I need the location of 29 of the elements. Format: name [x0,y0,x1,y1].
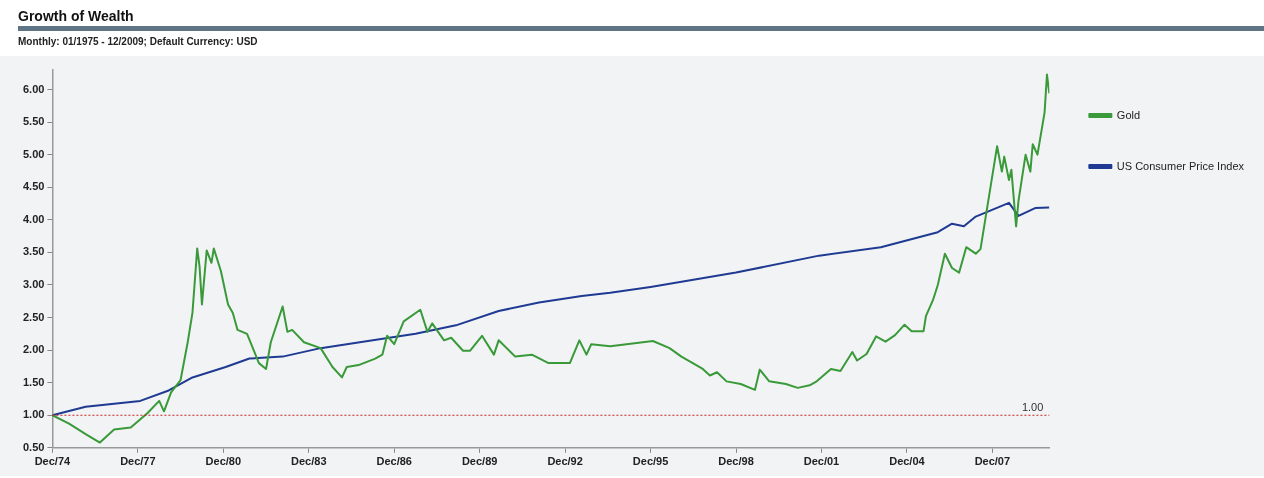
x-tick-label: Dec/86 [376,455,412,468]
x-tick-label: Dec/95 [632,455,669,468]
legend-label: US Consumer Price Index [1116,159,1245,172]
legend-label: Gold [1116,108,1141,121]
chart-title: Growth of Wealth [18,8,1264,31]
y-tick-label: 1.50 [22,375,45,388]
y-tick-label: 6.00 [22,82,45,95]
x-tick-label: Dec/74 [34,455,72,468]
y-tick-label: 5.00 [22,147,45,160]
x-tick-label: Dec/98 [718,455,754,468]
y-tick-label: 4.00 [22,212,45,225]
chart-subtitle: Monthly: 01/1975 - 12/2009; Default Currency: USD [18,36,258,47]
x-tick-label: Dec/01 [803,455,840,468]
x-tick-label: Dec/77 [120,455,156,468]
y-tick-label: 2.50 [22,310,45,323]
x-tick-label: Dec/04 [889,455,926,468]
y-tick-label: 0.50 [22,440,45,453]
y-tick-label: 3.50 [22,245,45,258]
x-tick-label: Dec/07 [974,455,1011,468]
x-tick-label: Dec/80 [205,455,242,468]
ref-line-label: 1.00 [1021,400,1044,413]
y-tick-label: 2.00 [22,343,45,356]
x-tick-label: Dec/83 [291,455,327,468]
x-tick-label: Dec/89 [461,455,498,468]
y-tick-label: 5.50 [22,115,45,128]
y-tick-label: 4.50 [22,180,45,193]
x-tick-label: Dec/92 [547,455,583,468]
y-tick-label: 3.00 [22,277,45,290]
y-tick-label: 1.00 [22,408,45,421]
